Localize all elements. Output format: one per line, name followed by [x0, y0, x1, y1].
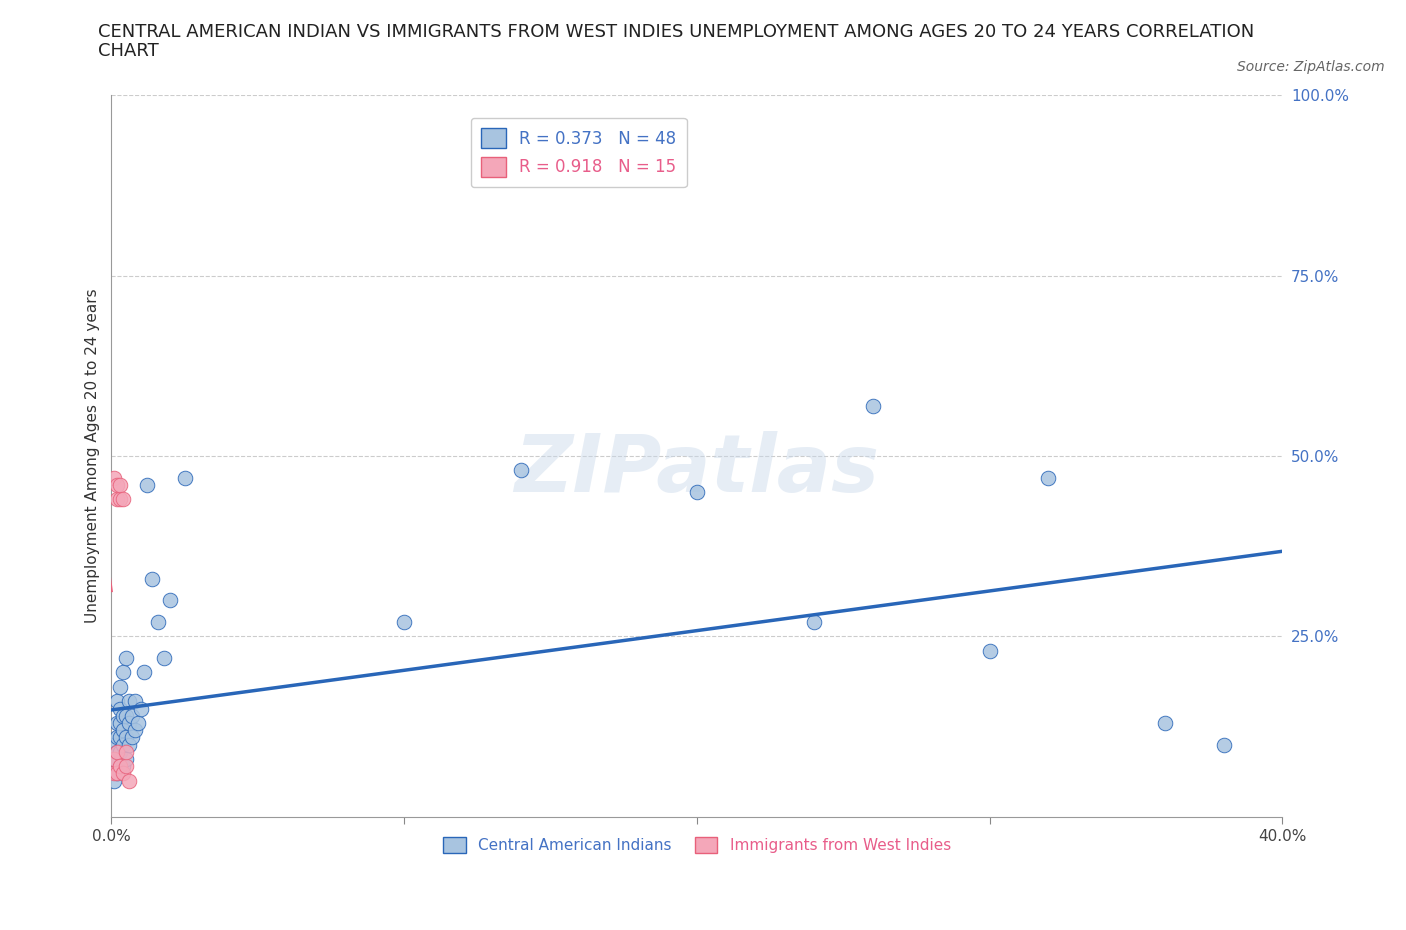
Point: [112, 723, 135, 737]
Point: [112, 737, 135, 752]
Point: [173, 471, 195, 485]
Text: CHART: CHART: [98, 42, 159, 60]
Point: [103, 751, 125, 766]
Point: [108, 759, 131, 774]
Point: [118, 737, 141, 752]
Point: [115, 744, 138, 759]
Point: [862, 398, 884, 413]
Point: [103, 471, 125, 485]
Point: [105, 492, 128, 507]
Point: [510, 463, 533, 478]
Point: [108, 477, 131, 492]
Point: [115, 751, 138, 766]
Point: [118, 694, 141, 709]
Point: [112, 492, 135, 507]
Point: [105, 477, 128, 492]
Legend: Central American Indians, Immigrants from West Indies: Central American Indians, Immigrants fro…: [437, 831, 957, 859]
Text: ZIPatlas: ZIPatlas: [515, 432, 879, 510]
Point: [392, 615, 415, 630]
Point: [105, 766, 128, 781]
Point: [129, 701, 152, 716]
Point: [105, 766, 128, 781]
Point: [803, 615, 825, 630]
Point: [105, 730, 128, 745]
Point: [686, 485, 709, 499]
Point: [112, 759, 135, 774]
Point: [124, 723, 146, 737]
Point: [103, 773, 125, 788]
Point: [1154, 715, 1177, 730]
Point: [103, 766, 125, 781]
Point: [108, 715, 131, 730]
Point: [108, 759, 131, 774]
Point: [141, 571, 163, 586]
Point: [127, 715, 149, 730]
Point: [135, 477, 157, 492]
Point: [979, 644, 1001, 658]
Point: [148, 615, 170, 630]
Point: [112, 665, 135, 680]
Point: [108, 701, 131, 716]
Point: [108, 730, 131, 745]
Point: [153, 651, 176, 666]
Point: [115, 759, 138, 774]
Point: [108, 744, 131, 759]
Point: [121, 730, 143, 745]
Point: [105, 694, 128, 709]
Point: [124, 694, 146, 709]
Point: [112, 766, 135, 781]
Point: [105, 715, 128, 730]
Point: [105, 744, 128, 759]
Point: [1038, 471, 1060, 485]
Point: [121, 709, 143, 724]
Point: [118, 715, 141, 730]
Text: CENTRAL AMERICAN INDIAN VS IMMIGRANTS FROM WEST INDIES UNEMPLOYMENT AMONG AGES 2: CENTRAL AMERICAN INDIAN VS IMMIGRANTS FR…: [98, 23, 1254, 41]
Y-axis label: Unemployment Among Ages 20 to 24 years: Unemployment Among Ages 20 to 24 years: [86, 288, 100, 623]
Point: [118, 773, 141, 788]
Point: [103, 751, 125, 766]
Text: Source: ZipAtlas.com: Source: ZipAtlas.com: [1237, 60, 1385, 74]
Point: [115, 651, 138, 666]
Point: [132, 665, 155, 680]
Point: [108, 492, 131, 507]
Point: [103, 737, 125, 752]
Point: [159, 593, 181, 608]
Point: [105, 744, 128, 759]
Point: [108, 680, 131, 695]
Point: [115, 730, 138, 745]
Point: [1213, 737, 1236, 752]
Point: [112, 709, 135, 724]
Point: [115, 709, 138, 724]
